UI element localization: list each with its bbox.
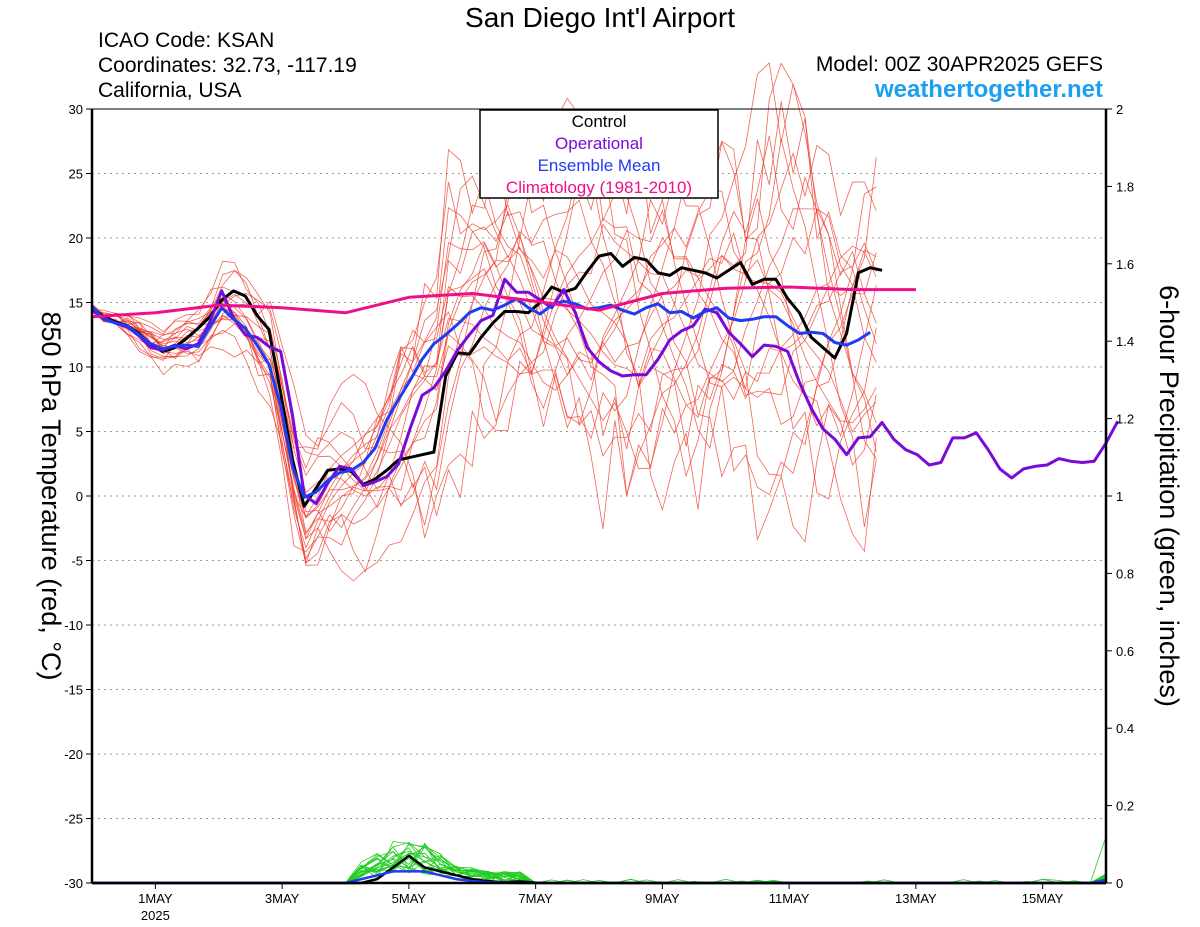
x-tick-label: 15MAY [1022, 891, 1064, 906]
series-operational [91, 277, 1120, 506]
x-tick-label: 1MAY [138, 891, 173, 906]
precip-member-line [92, 852, 1107, 884]
legend-box [479, 109, 719, 199]
precip-member-line [92, 842, 1107, 884]
precip-member-line [92, 846, 1107, 884]
y-tick-label: -5 [71, 554, 83, 569]
x-tick-label: 5MAY [392, 891, 427, 906]
y2-tick-label: 0.2 [1116, 799, 1134, 814]
y2-tick-label: 2 [1116, 102, 1123, 117]
series-ensemble-mean [90, 297, 872, 499]
member-line [91, 231, 877, 519]
member-line [91, 122, 877, 582]
x-tick-label: 7MAY [518, 891, 553, 906]
y-tick-label: -20 [64, 747, 83, 762]
y-tick-label: 25 [69, 167, 83, 182]
precip-member-line [92, 855, 1107, 884]
member-line [91, 140, 877, 526]
precip-series [92, 836, 1107, 885]
y2-tick-label: 0 [1116, 876, 1123, 891]
precip-member-line [92, 844, 1107, 884]
x-tick-label: 13MAY [895, 891, 937, 906]
member-line [91, 236, 877, 492]
y2-tick-label: 0.8 [1116, 566, 1134, 581]
y-tick-label: 0 [76, 489, 83, 504]
legend-entry: Control [572, 112, 627, 131]
y2-tick-label: 1.4 [1116, 334, 1134, 349]
member-line [91, 246, 877, 497]
x-tick-label: 3MAY [265, 891, 300, 906]
main-series [90, 252, 1120, 508]
axes [90, 108, 1108, 885]
y2-tick-label: 1.8 [1116, 179, 1134, 194]
x-tick-sublabel: 2025 [141, 908, 170, 923]
y-tick-label: -25 [64, 812, 83, 827]
y-tick-label: 5 [76, 425, 83, 440]
legend-entry: Ensemble Mean [538, 156, 661, 175]
y2-axis-label: 6-hour Precipitation (green, inches) [1154, 285, 1184, 707]
legend: Control Operational Ensemble Mean Climatolo… [479, 109, 719, 199]
grid-lines [92, 173, 1106, 819]
x-tick-label: 11MAY [769, 891, 810, 906]
precip-member-line [92, 846, 1107, 884]
icao-code: ICAO Code: KSAN [98, 29, 275, 52]
precip-member-line [92, 843, 1107, 884]
x-tick-label: 9MAY [645, 891, 680, 906]
precip-member-line [92, 853, 1107, 884]
y2-tick-label: 0.4 [1116, 721, 1134, 736]
y2-tick-label: 1.6 [1116, 257, 1134, 272]
coordinates: Coordinates: 32.73, -117.19 [98, 54, 357, 77]
y-tick-label: 10 [69, 360, 83, 375]
precip-member-line [92, 836, 1107, 884]
member-line [91, 62, 877, 539]
member-line [91, 135, 877, 573]
y-tick-label: -30 [64, 876, 83, 891]
member-line [91, 101, 877, 561]
series-control [91, 252, 883, 508]
precip-control [92, 854, 1106, 885]
y2-tick-label: 0.6 [1116, 644, 1134, 659]
legend-entry: Operational [555, 134, 643, 153]
precip-member-line [92, 842, 1107, 884]
precip-member-line [92, 841, 1107, 884]
member-line [91, 138, 877, 566]
site-link[interactable]: weathertogether.net [874, 76, 1103, 103]
series-climatology-1981-2010 [91, 285, 916, 319]
y-tick-label: 15 [69, 296, 83, 311]
member-line [91, 174, 877, 533]
region: California, USA [98, 79, 242, 102]
precip-member-line [92, 841, 1107, 884]
y-tick-label: 20 [69, 231, 83, 246]
model-run: Model: 00Z 30APR2025 GEFS [815, 53, 1103, 76]
y-axis-label: 850 hPa Temperature (red, °C) [36, 312, 66, 681]
station-info: ICAO Code: KSAN Coordinates: 32.73, -117… [98, 28, 357, 103]
precip-member-line [92, 852, 1107, 884]
member-line [91, 144, 877, 565]
member-line [91, 211, 877, 541]
chart-title: San Diego Int'l Airport [465, 2, 735, 33]
precip-member-line [92, 857, 1107, 884]
y-tick-label: -15 [64, 683, 83, 698]
tick-labels: 302520151050-5-10-15-20-25-3021.81.61.41… [64, 102, 1134, 923]
y-tick-label: 30 [69, 102, 83, 117]
member-line [91, 126, 877, 516]
y2-tick-label: 1 [1116, 489, 1123, 504]
y-tick-label: -10 [64, 618, 83, 633]
precip-member-line [92, 850, 1107, 884]
legend-entry: Climatology (1981-2010) [506, 178, 692, 197]
y2-tick-label: 1.2 [1116, 412, 1134, 427]
precip-member-line [92, 844, 1107, 884]
precip-member-line [92, 852, 1107, 884]
precip-member-line [92, 853, 1107, 884]
precip-member-line [92, 847, 1107, 884]
